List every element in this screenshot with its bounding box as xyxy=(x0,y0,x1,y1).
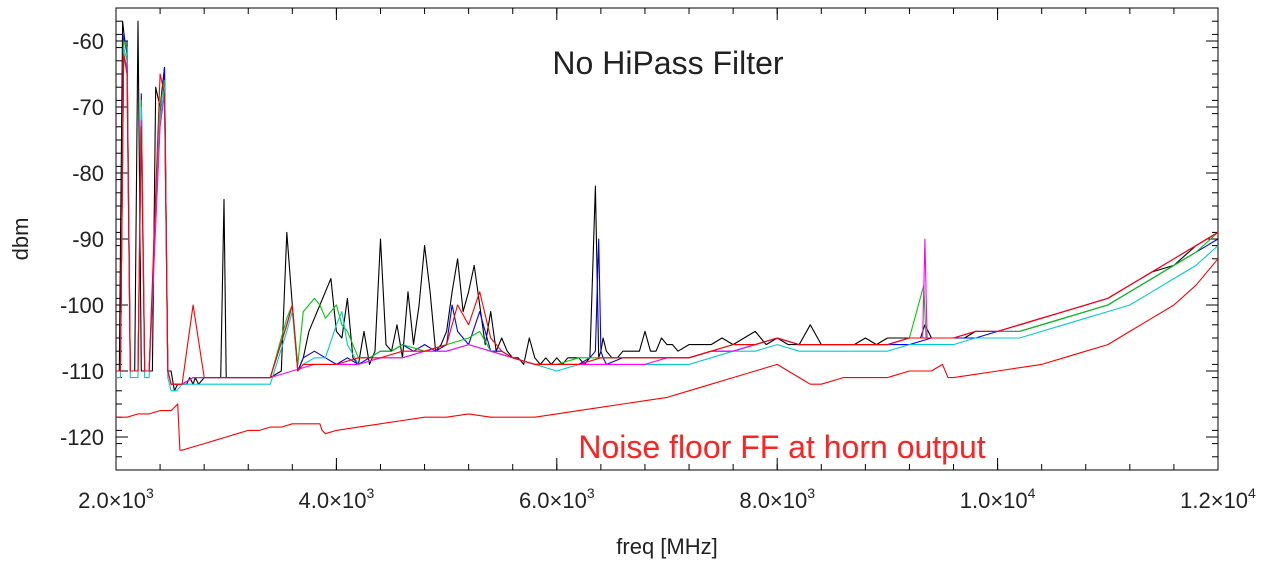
series-line-2 xyxy=(116,33,1219,385)
y-tick-label: -60 xyxy=(72,29,104,54)
y-axis-label: dbm xyxy=(8,218,33,261)
tick-label-group: 2.0×103 4.0×103 6.0×103 8.0×103 1.0×104 1.2×1… xyxy=(60,29,1256,513)
x-tick-label: 1.0×104 xyxy=(960,485,1036,513)
x-tick-label: 6.0×103 xyxy=(519,485,595,513)
y-tick-label: -100 xyxy=(60,293,104,318)
x-tick-label: 4.0×103 xyxy=(299,485,375,513)
x-tick-label: 2.0×103 xyxy=(78,485,154,513)
series-line-6 xyxy=(116,53,1219,385)
y-tick-label: -120 xyxy=(60,425,104,450)
x-axis-label: freq [MHz] xyxy=(616,534,717,559)
series-line-3 xyxy=(116,40,1219,385)
noise-floor-line xyxy=(116,258,1219,451)
noise-floor-annotation: Noise floor FF at horn output xyxy=(578,429,985,465)
y-tick-label: -70 xyxy=(72,95,104,120)
chart-title: No HiPass Filter xyxy=(552,45,784,81)
y-tick-label: -110 xyxy=(62,359,104,384)
x-tick-label: 1.2×104 xyxy=(1180,485,1256,513)
tick-group xyxy=(115,7,1219,471)
y-tick-label: -80 xyxy=(72,161,104,186)
x-tick-label: 8.0×103 xyxy=(739,485,815,513)
series-group xyxy=(116,20,1219,451)
y-tick-label: -90 xyxy=(72,227,104,252)
series-line-5 xyxy=(116,53,1219,385)
